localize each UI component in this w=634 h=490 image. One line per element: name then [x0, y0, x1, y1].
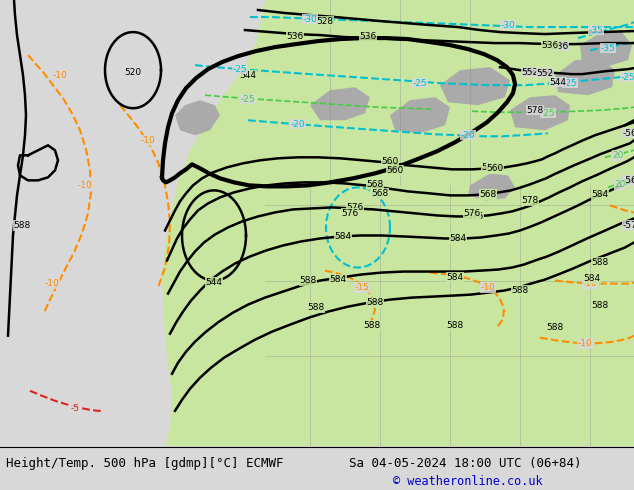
Text: 578: 578	[521, 196, 539, 205]
Text: 588: 588	[307, 303, 325, 312]
Polygon shape	[310, 87, 370, 120]
Text: 568: 568	[372, 189, 389, 198]
Text: -25: -25	[241, 95, 256, 104]
Text: 552: 552	[536, 69, 553, 77]
Text: 584: 584	[330, 275, 347, 284]
Text: 544: 544	[240, 71, 257, 80]
Text: -30: -30	[302, 15, 318, 24]
Text: 544: 544	[205, 278, 223, 287]
Text: 588: 588	[366, 298, 384, 307]
Text: -10: -10	[578, 339, 592, 348]
Text: 588: 588	[592, 258, 609, 267]
Text: 560: 560	[486, 164, 503, 173]
Polygon shape	[468, 173, 515, 200]
Text: 588: 588	[547, 323, 564, 332]
Polygon shape	[390, 97, 450, 133]
Polygon shape	[580, 32, 632, 67]
Text: 588: 588	[592, 301, 609, 310]
Text: 560: 560	[386, 166, 404, 175]
Text: 584: 584	[592, 190, 609, 199]
Text: 20: 20	[612, 151, 624, 160]
Polygon shape	[510, 95, 570, 130]
Text: 584: 584	[583, 274, 600, 283]
Text: 536: 536	[287, 31, 304, 41]
Text: 576: 576	[341, 209, 359, 218]
Text: 588: 588	[299, 276, 316, 285]
Text: Height/Temp. 500 hPa [gdmp][°C] ECMWF: Height/Temp. 500 hPa [gdmp][°C] ECMWF	[6, 457, 284, 469]
Text: -5: -5	[70, 404, 79, 414]
Text: 576: 576	[467, 212, 484, 221]
Text: 568: 568	[479, 190, 496, 199]
Text: 536: 536	[552, 42, 569, 50]
Text: 584: 584	[335, 232, 352, 241]
Text: -35: -35	[588, 25, 604, 35]
Text: -25: -25	[413, 79, 427, 88]
Polygon shape	[162, 0, 634, 446]
Text: 536: 536	[359, 31, 377, 41]
Text: 520: 520	[124, 68, 141, 76]
Polygon shape	[175, 100, 220, 135]
Text: -10: -10	[481, 283, 495, 292]
Text: © weatheronline.co.uk: © weatheronline.co.uk	[393, 475, 543, 488]
Text: -35: -35	[600, 44, 616, 52]
Text: 544: 544	[550, 78, 567, 87]
Text: 588: 588	[512, 286, 529, 295]
Text: 536: 536	[541, 41, 559, 49]
Text: -25: -25	[541, 109, 555, 118]
Text: 568: 568	[366, 180, 384, 189]
Text: -56: -56	[623, 129, 634, 138]
Text: 576: 576	[463, 209, 481, 218]
Text: 588: 588	[363, 321, 380, 330]
Text: -10: -10	[53, 71, 67, 80]
Text: 568: 568	[479, 190, 496, 199]
Text: Sa 04-05-2024 18:00 UTC (06+84): Sa 04-05-2024 18:00 UTC (06+84)	[349, 457, 581, 469]
Text: -20: -20	[290, 120, 306, 129]
Text: 588: 588	[13, 221, 30, 230]
Text: -57: -57	[623, 221, 634, 230]
Text: 552: 552	[521, 68, 538, 76]
Text: 560: 560	[382, 157, 399, 166]
Text: -25: -25	[621, 73, 634, 82]
Text: -10: -10	[77, 181, 93, 190]
Text: -10: -10	[44, 279, 60, 288]
Text: 588: 588	[446, 321, 463, 330]
Text: 576: 576	[346, 203, 364, 212]
Text: 584: 584	[446, 273, 463, 282]
Text: -10: -10	[141, 136, 155, 145]
Text: 584: 584	[450, 234, 467, 243]
Text: 578: 578	[526, 106, 543, 115]
Text: -25: -25	[233, 65, 247, 74]
Text: 20: 20	[614, 180, 626, 189]
Text: -10: -10	[583, 279, 597, 288]
Text: -15: -15	[354, 283, 370, 292]
Text: -30: -30	[501, 21, 515, 29]
Text: -25: -25	[563, 79, 578, 88]
Polygon shape	[440, 67, 510, 105]
Text: -20: -20	[461, 131, 476, 140]
Polygon shape	[555, 58, 615, 95]
Text: 560: 560	[481, 163, 498, 172]
Text: -56: -56	[623, 176, 634, 185]
Text: 528: 528	[316, 17, 333, 25]
